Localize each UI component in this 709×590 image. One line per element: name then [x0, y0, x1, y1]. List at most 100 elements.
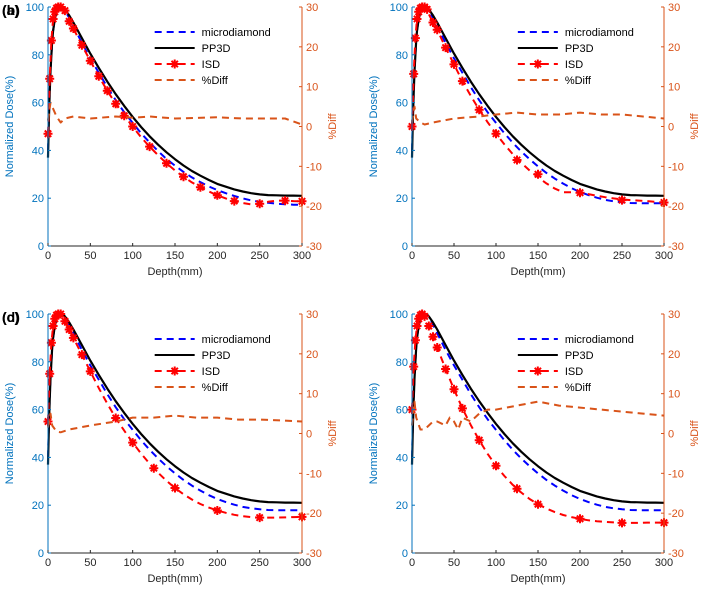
panel-label: (b) [2, 2, 20, 18]
right-tick-label: 20 [668, 42, 680, 54]
isd-marker [617, 195, 627, 205]
x-tick-label: 150 [166, 250, 184, 262]
left-tick-label: 100 [390, 2, 408, 14]
isd-marker [85, 56, 95, 66]
isd-marker [422, 4, 432, 14]
right-tick-label: -10 [306, 161, 322, 173]
left-tick-label: 0 [402, 241, 408, 253]
x-tick-label: 0 [409, 250, 415, 262]
left-axis-label: Normalized Dose(%) [4, 383, 16, 484]
series-line-pct-diff [411, 400, 665, 431]
x-tick-label: 50 [84, 557, 96, 569]
series-line-pct-diff [47, 412, 303, 434]
legend-label-microdiamond: microdiamond [202, 334, 271, 346]
x-tick-label: 250 [250, 557, 268, 569]
series-line-microdiamond [411, 6, 664, 205]
right-tick-label: 30 [306, 309, 318, 321]
isd-marker [179, 172, 188, 182]
isd-marker [409, 69, 419, 79]
left-tick-label: 60 [32, 98, 44, 110]
isd-marker [432, 25, 442, 35]
isd-marker [68, 333, 78, 343]
right-tick-label: 30 [306, 2, 318, 14]
isd-marker [111, 413, 121, 423]
right-tick-label: 20 [668, 349, 680, 361]
x-axis-label: Depth(mm) [147, 266, 202, 278]
x-tick-label: 150 [529, 250, 547, 262]
series-line-pct-diff [47, 101, 303, 126]
left-tick-label: 0 [38, 548, 44, 560]
left-tick-label: 20 [32, 500, 44, 512]
panel-label: (a) [2, 2, 19, 18]
panel-label: (c) [2, 309, 19, 325]
isd-marker [432, 343, 442, 352]
right-tick-label: 10 [306, 389, 318, 401]
legend-label-microdiamond: microdiamond [565, 27, 634, 39]
left-tick-label: 40 [396, 452, 408, 464]
x-tick-label: 300 [293, 250, 311, 262]
isd-marker [441, 43, 451, 53]
right-tick-label: 20 [306, 42, 318, 54]
right-tick-label: 10 [306, 82, 318, 94]
isd-marker [128, 122, 138, 131]
isd-marker [512, 484, 522, 494]
left-tick-label: 0 [38, 241, 44, 253]
legend-label-pp3d: PP3D [202, 43, 231, 55]
isd-marker [457, 76, 467, 86]
left-tick-label: 100 [26, 2, 44, 14]
chart-panel-2: (b)0 50 100 150 200 250 300020406080100-30-20-… [2, 2, 701, 278]
chart-panel-4: (d)0 50 100 150 200 250 300020406080100-30-20-… [2, 309, 701, 585]
right-tick-label: 20 [306, 349, 318, 361]
left-tick-label: 20 [396, 500, 408, 512]
left-tick-label: 40 [32, 452, 44, 464]
right-tick-label: -20 [668, 508, 684, 520]
isd-marker [60, 6, 70, 16]
isd-marker [111, 99, 121, 109]
x-tick-label: 50 [448, 250, 460, 262]
right-tick-label: -20 [306, 508, 322, 520]
left-tick-label: 60 [396, 98, 408, 110]
left-tick-label: 80 [32, 357, 44, 369]
isd-marker [94, 71, 104, 81]
legend-label-microdiamond: microdiamond [565, 334, 634, 346]
legend-label-isd: ISD [565, 59, 583, 71]
legend-label-pp3d: PP3D [565, 350, 594, 362]
isd-marker [45, 369, 55, 379]
left-tick-label: 80 [396, 50, 408, 62]
isd-marker [491, 129, 501, 139]
legend-marker-isd [533, 366, 543, 376]
isd-marker [77, 40, 87, 50]
right-tick-label: -30 [668, 548, 684, 560]
isd-marker [428, 332, 438, 342]
isd-marker [512, 155, 522, 165]
isd-marker [280, 196, 290, 206]
left-tick-label: 20 [396, 193, 408, 205]
x-tick-label: 300 [293, 557, 311, 569]
right-axis-label: %Diff [327, 420, 339, 447]
legend-label-pct-diff: %Diff [565, 382, 592, 394]
isd-marker [50, 314, 60, 324]
isd-marker [575, 188, 585, 198]
isd-marker [410, 335, 420, 345]
isd-marker [428, 18, 438, 27]
isd-marker [45, 74, 55, 84]
isd-marker [212, 506, 222, 515]
isd-marker [424, 321, 434, 331]
x-tick-label: 300 [655, 557, 673, 569]
isd-marker [533, 499, 543, 509]
x-tick-label: 0 [409, 557, 415, 569]
x-tick-label: 0 [45, 250, 51, 262]
left-tick-label: 40 [396, 145, 408, 157]
right-tick-label: -30 [306, 548, 322, 560]
isd-marker [128, 438, 138, 448]
series-line-pct-diff [411, 105, 665, 126]
legend-marker-isd [170, 59, 180, 69]
legend-label-pp3d: PP3D [565, 43, 594, 55]
legend-label-pct-diff: %Diff [202, 75, 229, 87]
x-tick-label: 100 [123, 557, 141, 569]
isd-marker [149, 463, 159, 473]
isd-marker [491, 461, 501, 471]
isd-marker [56, 309, 66, 319]
isd-marker [449, 59, 459, 69]
